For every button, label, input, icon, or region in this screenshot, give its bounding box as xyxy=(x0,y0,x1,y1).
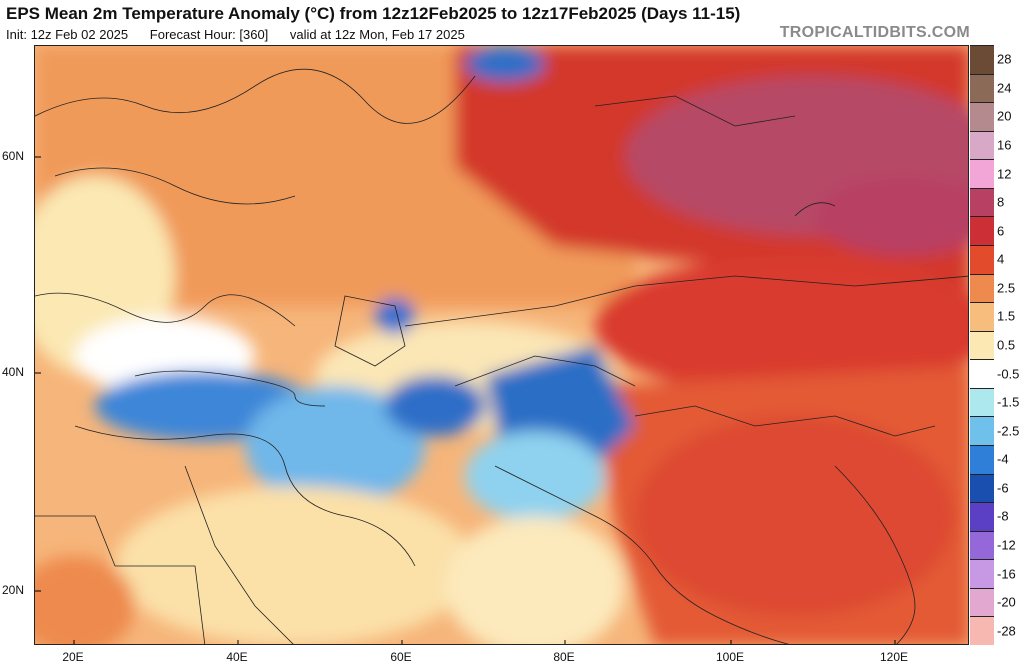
legend-label: 24 xyxy=(997,80,1012,96)
lat-label-60n: 60N xyxy=(2,149,25,163)
legend-swatch xyxy=(970,587,994,617)
legend-label: 8 xyxy=(997,194,1005,210)
lon-ticks xyxy=(73,640,896,644)
legend-swatch xyxy=(970,187,994,217)
legend-swatch xyxy=(970,473,994,503)
legend-label: -16 xyxy=(997,566,1016,582)
legend-swatch xyxy=(970,273,994,303)
coastlines-borders xyxy=(35,68,968,644)
legend-swatch xyxy=(970,359,994,388)
color-legend: 28 24 20 16 12 8 6 4 2.5 1.5 0.5 -0.5 -1.5 -2.5 -4 -6 -8… xyxy=(970,45,1024,645)
valid-time: valid at 12z Mon, Feb 17 2025 xyxy=(289,27,465,42)
legend-swatch xyxy=(970,330,994,360)
lat-ticks xyxy=(35,156,41,592)
lat-label-40n: 40N xyxy=(2,365,25,379)
legend-swatch xyxy=(970,530,994,560)
anomaly-map xyxy=(34,45,969,645)
legend-swatch xyxy=(970,130,994,160)
map-canvas xyxy=(35,46,968,644)
map-subtitle: Init: 12z Feb 02 2025 Forecast Hour: [36… xyxy=(6,27,483,42)
legend-label: -8 xyxy=(997,508,1009,524)
legend-label: -12 xyxy=(997,537,1016,553)
legend-swatch xyxy=(970,302,994,331)
legend-swatch xyxy=(970,102,994,131)
legend-label: -2.5 xyxy=(997,423,1020,439)
legend-label: 16 xyxy=(997,137,1012,153)
legend-swatch xyxy=(970,159,994,188)
anomaly-field xyxy=(35,46,968,644)
forecast-hour: Forecast Hour: [360] xyxy=(149,27,269,42)
lon-label-100e: 100E xyxy=(715,650,745,664)
legend-label: -0.5 xyxy=(997,366,1020,382)
init-time: Init: 12z Feb 02 2025 xyxy=(6,27,129,42)
legend-swatch xyxy=(970,216,994,245)
legend-swatch xyxy=(970,245,994,274)
map-title: EPS Mean 2m Temperature Anomaly (°C) fro… xyxy=(6,4,741,23)
legend-swatch xyxy=(970,502,994,531)
lon-label-80e: 80E xyxy=(553,650,575,664)
legend-swatch xyxy=(970,45,994,74)
legend-swatch xyxy=(970,616,994,645)
lat-label-20n: 20N xyxy=(2,583,25,597)
legend-swatch xyxy=(970,559,994,588)
legend-swatch xyxy=(970,416,994,445)
legend-label: 12 xyxy=(997,166,1012,182)
legend-label: 4 xyxy=(997,251,1005,267)
legend-swatch xyxy=(970,387,994,417)
legend-swatch xyxy=(970,73,994,103)
lon-label-20e: 20E xyxy=(62,650,84,664)
lon-label-40e: 40E xyxy=(226,650,248,664)
legend-label: -4 xyxy=(997,451,1009,467)
legend-label: -1.5 xyxy=(997,394,1020,410)
legend-label: 28 xyxy=(997,51,1012,67)
brand-watermark: TROPICALTIDBITS.COM xyxy=(779,24,970,41)
legend-label: 2.5 xyxy=(997,280,1016,296)
legend-label: 1.5 xyxy=(997,308,1016,324)
legend-label: 0.5 xyxy=(997,337,1016,353)
legend-label: 6 xyxy=(997,223,1005,239)
legend-swatch xyxy=(970,445,994,474)
legend-label: -28 xyxy=(997,623,1016,639)
legend-label: -6 xyxy=(997,480,1009,496)
legend-label: 20 xyxy=(997,108,1012,124)
lon-label-120e: 120E xyxy=(879,650,909,664)
lon-label-60e: 60E xyxy=(390,650,412,664)
legend-label: -20 xyxy=(997,594,1016,610)
